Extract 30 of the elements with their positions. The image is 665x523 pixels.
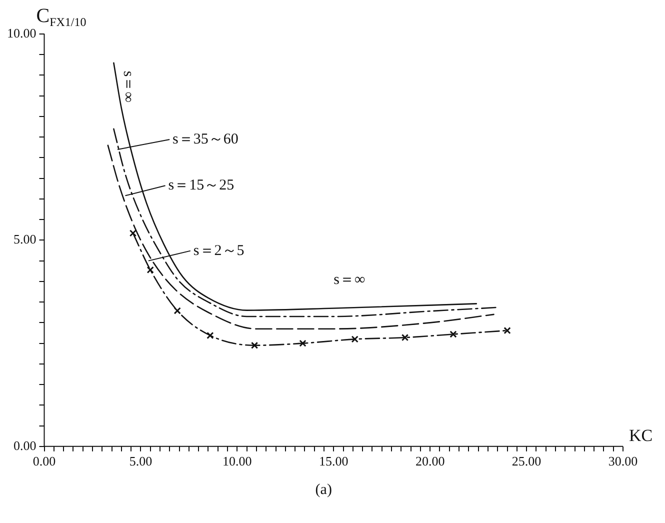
line-series: [107, 144, 494, 330]
annotation: s＝∞: [334, 272, 366, 288]
point: [146, 266, 154, 274]
x-tick-label: 0.00: [32, 454, 56, 469]
y-tick-label: 0.00: [14, 438, 36, 453]
x-tick-label: 15.00: [319, 454, 348, 469]
x-tick-label: 5.00: [129, 454, 152, 469]
line-series: [113, 128, 498, 318]
annotation: s＝∞: [120, 70, 136, 103]
x-tick-label: 20.00: [415, 454, 445, 469]
annotation: s＝35～60: [172, 131, 238, 148]
line-series: [113, 62, 478, 311]
point: [401, 334, 409, 342]
x-tick-label: 30.00: [608, 454, 638, 469]
text: (a): [315, 482, 332, 498]
y-tick-label: 10.00: [7, 25, 36, 40]
point: [129, 230, 137, 237]
point: [250, 342, 258, 349]
x-tick-label: 10.00: [222, 454, 252, 469]
point: [450, 330, 457, 338]
point: [206, 332, 214, 340]
annotation: s＝15～25: [168, 178, 234, 194]
point: [504, 326, 511, 334]
x-axis-title: KC: [629, 426, 653, 445]
point: [299, 340, 306, 347]
y-tick-label: 5.00: [14, 232, 36, 247]
annotation: s＝2～5: [193, 242, 244, 259]
point: [351, 336, 358, 343]
x-tick-label: 25.00: [512, 454, 542, 469]
point: [174, 307, 181, 314]
